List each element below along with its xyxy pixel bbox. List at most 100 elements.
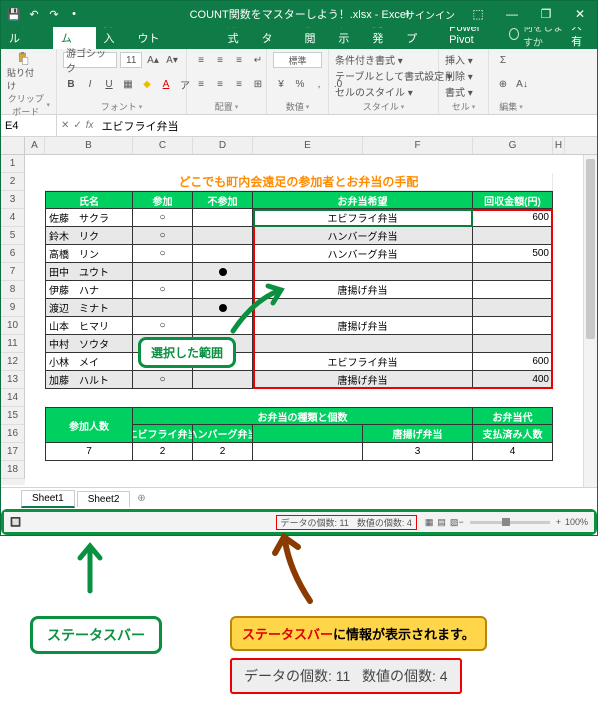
- cell[interactable]: 500: [473, 245, 553, 263]
- border-button[interactable]: ▦: [120, 76, 136, 92]
- redo-icon[interactable]: ↷: [47, 7, 61, 21]
- cell[interactable]: [253, 263, 473, 281]
- undo-icon[interactable]: ↶: [27, 7, 41, 21]
- autosum-icon[interactable]: Σ: [495, 52, 511, 68]
- vertical-scrollbar[interactable]: [583, 155, 597, 487]
- cell[interactable]: 渡辺 ミナト: [45, 299, 133, 317]
- cell[interactable]: [193, 209, 253, 227]
- sort-icon[interactable]: A↓: [514, 76, 530, 92]
- cell[interactable]: エビフライ弁当: [253, 209, 473, 227]
- row-header[interactable]: 5: [1, 227, 25, 245]
- cell[interactable]: 唐揚げ弁当: [363, 425, 473, 443]
- normal-view-icon[interactable]: ▦: [425, 517, 434, 528]
- cell[interactable]: [473, 281, 553, 299]
- align-bot-icon[interactable]: ≡: [231, 52, 247, 68]
- formula-input[interactable]: エビフライ弁当: [98, 118, 597, 134]
- select-all-corner[interactable]: [1, 137, 25, 154]
- row-header[interactable]: 10: [1, 317, 25, 335]
- row-header[interactable]: 9: [1, 299, 25, 317]
- row-header[interactable]: 4: [1, 209, 25, 227]
- cell[interactable]: [473, 263, 553, 281]
- cell[interactable]: お弁当の種類と個数: [133, 407, 473, 425]
- save-icon[interactable]: 💾: [7, 7, 21, 21]
- cell[interactable]: ハンバーグ弁当: [193, 425, 253, 443]
- enter-icon[interactable]: ✓: [73, 120, 81, 131]
- row-header[interactable]: 2: [1, 173, 25, 191]
- align-left-icon[interactable]: ≡: [193, 76, 209, 92]
- row-header[interactable]: 17: [1, 443, 25, 461]
- col-header[interactable]: A: [25, 137, 45, 154]
- delete-cells-button[interactable]: 削除 ▾: [445, 68, 482, 83]
- cell[interactable]: [193, 371, 253, 389]
- row-header[interactable]: 13: [1, 371, 25, 389]
- cell[interactable]: 不参加: [193, 191, 253, 209]
- qat-more-icon[interactable]: •: [67, 7, 81, 21]
- cond-format-button[interactable]: 条件付き書式 ▾: [335, 52, 432, 67]
- cell[interactable]: 山本 ヒマリ: [45, 317, 133, 335]
- cell[interactable]: ○: [133, 209, 193, 227]
- zoom-level[interactable]: 100%: [565, 517, 588, 527]
- cell[interactable]: 氏名: [45, 191, 133, 209]
- fill-color-button[interactable]: ◆: [139, 76, 155, 92]
- cell[interactable]: 小林 メイ: [45, 353, 133, 371]
- wrap-icon[interactable]: ↵: [250, 52, 266, 68]
- cell[interactable]: 田中 ユウト: [45, 263, 133, 281]
- underline-button[interactable]: U: [101, 76, 117, 92]
- fill-icon[interactable]: ⊕: [495, 76, 511, 92]
- maximize-button[interactable]: ❐: [529, 1, 563, 27]
- cell[interactable]: [253, 443, 363, 461]
- align-mid-icon[interactable]: ≡: [212, 52, 228, 68]
- cell[interactable]: 参加: [133, 191, 193, 209]
- table-format-button[interactable]: テーブルとして書式設定 ▾: [335, 68, 432, 83]
- cell[interactable]: お弁当希望: [253, 191, 473, 209]
- cell[interactable]: 唐揚げ弁当: [253, 371, 473, 389]
- cell[interactable]: [473, 335, 553, 353]
- pagebreak-view-icon[interactable]: ▧: [450, 517, 459, 528]
- cell[interactable]: ハンバーグ弁当: [253, 227, 473, 245]
- italic-button[interactable]: I: [82, 76, 98, 92]
- row-header[interactable]: 1: [1, 155, 25, 173]
- comma-icon[interactable]: ,: [311, 76, 327, 92]
- cell[interactable]: ○: [133, 371, 193, 389]
- cell[interactable]: ハンバーグ弁当: [253, 245, 473, 263]
- paste-button[interactable]: 貼り付け: [7, 52, 39, 92]
- sheet-tab-2[interactable]: Sheet2: [77, 491, 131, 507]
- cell[interactable]: [193, 281, 253, 299]
- cell[interactable]: エビフライ弁当: [253, 353, 473, 371]
- col-header[interactable]: C: [133, 137, 193, 154]
- worksheet-grid[interactable]: ABCDEFGH 123456789101112131415161718 どこで…: [1, 137, 597, 487]
- decrease-font-icon[interactable]: A▾: [164, 52, 180, 68]
- cell[interactable]: お弁当代: [473, 407, 553, 425]
- cell[interactable]: 4: [473, 443, 553, 461]
- number-format[interactable]: 標準: [273, 52, 322, 68]
- cell[interactable]: [253, 299, 473, 317]
- cell[interactable]: どこでも町内会遠足の参加者とお弁当の手配: [45, 173, 553, 191]
- row-header[interactable]: 12: [1, 353, 25, 371]
- row-header[interactable]: 11: [1, 335, 25, 353]
- row-header[interactable]: 16: [1, 425, 25, 443]
- zoom-slider[interactable]: [470, 521, 550, 524]
- row-header[interactable]: 18: [1, 461, 25, 479]
- cell[interactable]: [473, 227, 553, 245]
- percent-icon[interactable]: %: [292, 76, 308, 92]
- cell[interactable]: [253, 425, 363, 443]
- cell[interactable]: 7: [45, 443, 133, 461]
- cell[interactable]: [193, 227, 253, 245]
- cell[interactable]: [253, 335, 473, 353]
- font-size[interactable]: 11: [120, 52, 142, 68]
- cell[interactable]: 600: [473, 353, 553, 371]
- row-header[interactable]: 15: [1, 407, 25, 425]
- cell[interactable]: 参加人数: [45, 407, 133, 443]
- cell[interactable]: 唐揚げ弁当: [253, 281, 473, 299]
- cell[interactable]: [133, 263, 193, 281]
- cell[interactable]: 3: [363, 443, 473, 461]
- col-header[interactable]: H: [553, 137, 565, 154]
- cell-style-button[interactable]: セルのスタイル ▾: [335, 84, 432, 99]
- col-header[interactable]: D: [193, 137, 253, 154]
- format-cells-button[interactable]: 書式 ▾: [445, 84, 482, 99]
- zoom-out-button[interactable]: −: [458, 517, 463, 527]
- cell[interactable]: 唐揚げ弁当: [253, 317, 473, 335]
- cell[interactable]: 2: [193, 443, 253, 461]
- cell[interactable]: ○: [133, 227, 193, 245]
- zoom-in-button[interactable]: +: [556, 517, 561, 527]
